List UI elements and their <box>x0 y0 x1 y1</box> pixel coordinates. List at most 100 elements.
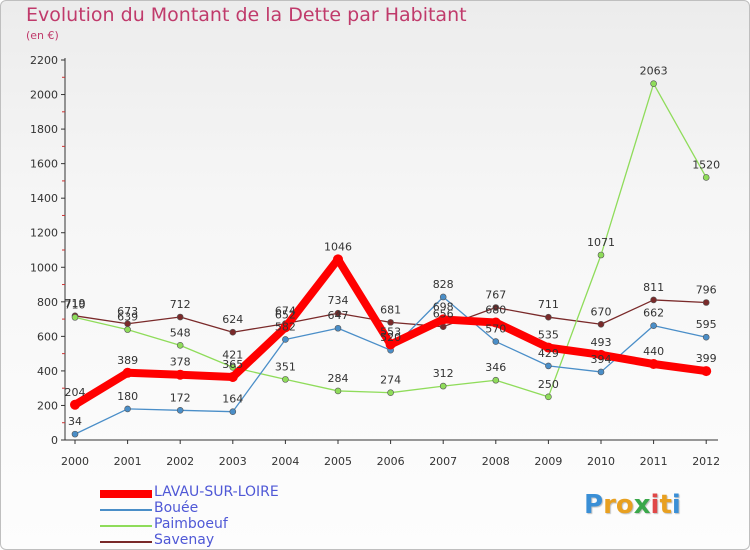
data-point <box>492 338 500 345</box>
data-point <box>596 349 606 360</box>
y-tick-label: 1200 <box>30 227 58 240</box>
data-label: 274 <box>380 374 401 387</box>
x-tick-label: 2003 <box>219 455 247 468</box>
data-label: 673 <box>117 305 138 318</box>
data-point <box>597 320 605 328</box>
chart-title: Evolution du Montant de la Dette par Hab… <box>26 4 467 26</box>
legend-label: LAVAU-SUR-LOIRE <box>154 484 279 500</box>
data-point <box>176 313 184 321</box>
x-tick-label: 2001 <box>114 455 142 468</box>
data-label: 639 <box>117 311 138 324</box>
data-label: 662 <box>643 307 664 320</box>
data-point <box>176 406 184 414</box>
data-label: 670 <box>591 305 612 318</box>
data-point <box>122 367 133 378</box>
y-tick-label: 600 <box>37 330 58 343</box>
y-tick-label: 800 <box>37 296 58 309</box>
data-label: 351 <box>275 360 296 373</box>
x-tick-label: 2007 <box>429 455 457 468</box>
legend-label: Savenay <box>154 532 215 548</box>
data-point <box>648 359 659 369</box>
data-label: 389 <box>117 354 138 367</box>
data-label: 346 <box>485 361 506 374</box>
data-point <box>282 336 289 343</box>
data-point <box>545 362 552 370</box>
data-label: 378 <box>170 356 191 369</box>
data-label: 164 <box>222 393 243 406</box>
data-point <box>229 408 237 415</box>
data-point <box>124 405 131 413</box>
y-tick-label: 0 <box>51 434 58 447</box>
y-tick-label: 200 <box>37 399 58 412</box>
data-label: 553 <box>380 325 401 338</box>
x-tick-label: 2006 <box>377 455 405 468</box>
data-point <box>385 339 396 350</box>
data-point <box>439 293 447 301</box>
data-label: 652 <box>275 308 296 321</box>
legend-label: Bouée <box>154 500 199 516</box>
proxiti-logo: Proxiti <box>584 490 681 520</box>
data-label: 570 <box>485 323 506 336</box>
x-tick-label: 2000 <box>61 455 89 468</box>
data-label: 520 <box>380 331 401 344</box>
data-point <box>124 326 131 333</box>
data-label: 312 <box>433 367 454 380</box>
data-label: 811 <box>643 281 664 294</box>
data-label: 284 <box>328 372 349 385</box>
data-point <box>227 371 238 382</box>
data-point <box>490 317 501 328</box>
data-label: 399 <box>696 352 717 365</box>
data-point <box>282 376 289 383</box>
data-label: 2063 <box>640 65 668 78</box>
data-label: 674 <box>275 305 296 318</box>
data-label: 180 <box>117 390 138 403</box>
legend-swatch <box>100 541 152 543</box>
data-label: 711 <box>538 298 559 311</box>
data-point <box>702 174 710 181</box>
data-label: 1071 <box>587 236 615 249</box>
data-label: 710 <box>65 298 86 311</box>
data-label: 624 <box>222 313 243 326</box>
data-point <box>439 382 447 390</box>
x-tick-label: 2004 <box>271 455 299 468</box>
legend-swatch <box>100 490 152 498</box>
chart-subtitle: (en €) <box>26 29 59 42</box>
y-tick-label: 1000 <box>30 261 58 274</box>
data-point <box>387 389 394 396</box>
data-point <box>229 328 237 336</box>
data-label: 680 <box>485 304 506 317</box>
data-label: 647 <box>328 309 349 322</box>
legend-swatch <box>100 525 152 527</box>
data-point <box>702 299 710 306</box>
data-label: 734 <box>328 294 349 307</box>
data-point <box>545 313 552 321</box>
data-point <box>333 254 343 265</box>
data-label: 429 <box>538 347 559 360</box>
data-point <box>229 363 237 371</box>
y-tick-label: 1400 <box>30 192 58 205</box>
x-tick-label: 2005 <box>324 455 352 468</box>
data-point <box>545 393 552 401</box>
data-label: 365 <box>222 358 243 371</box>
data-point <box>334 324 342 332</box>
data-label: 1046 <box>324 240 352 253</box>
data-label: 535 <box>538 329 559 342</box>
x-tick-label: 2011 <box>640 455 668 468</box>
data-point <box>701 366 712 377</box>
y-tick-label: 1800 <box>30 123 58 136</box>
data-label: 828 <box>433 278 454 291</box>
y-tick-label: 400 <box>37 365 58 378</box>
data-point <box>71 430 79 438</box>
x-tick-label: 2012 <box>692 455 720 468</box>
data-label: 698 <box>433 300 454 313</box>
data-label: 656 <box>433 308 454 321</box>
y-tick-label: 1600 <box>30 158 58 171</box>
legend-swatch <box>100 509 152 511</box>
data-label: 548 <box>170 326 191 339</box>
data-label: 421 <box>222 348 243 361</box>
x-tick-label: 2002 <box>166 455 194 468</box>
data-point <box>650 296 657 304</box>
data-label: 440 <box>643 345 664 358</box>
